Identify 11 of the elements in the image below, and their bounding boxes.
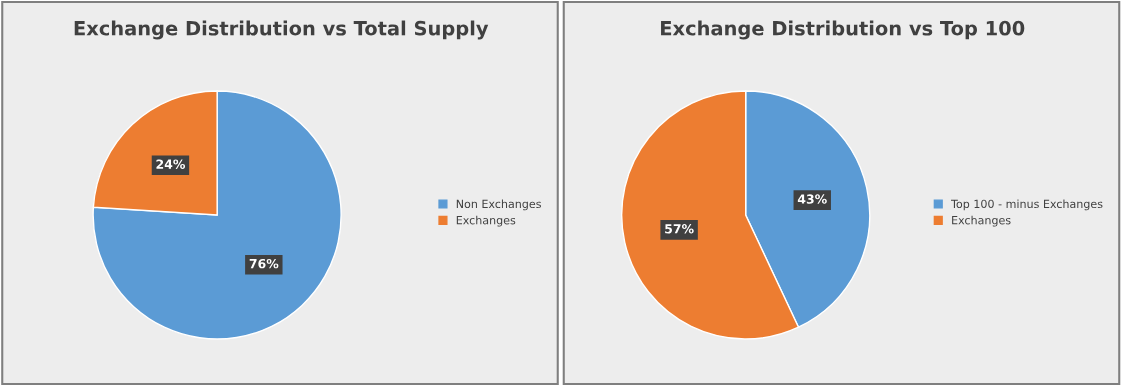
legend-label: Top 100 - minus Exchanges: [951, 199, 1103, 211]
data-label: 24%: [156, 159, 186, 169]
data-label: 43%: [797, 194, 827, 204]
chart-title: Exchange Distribution vs Total Supply: [74, 20, 489, 40]
data-label: 76%: [249, 258, 279, 269]
data-label: 57%: [665, 224, 694, 234]
chart-title: Exchange Distribution vs Top 100: [661, 20, 1025, 40]
pie-slice: [92, 90, 342, 340]
legend-label: Exchanges: [456, 215, 516, 227]
legend-label: Non Exchanges: [456, 199, 541, 211]
legend-label: Exchanges: [952, 215, 1011, 227]
